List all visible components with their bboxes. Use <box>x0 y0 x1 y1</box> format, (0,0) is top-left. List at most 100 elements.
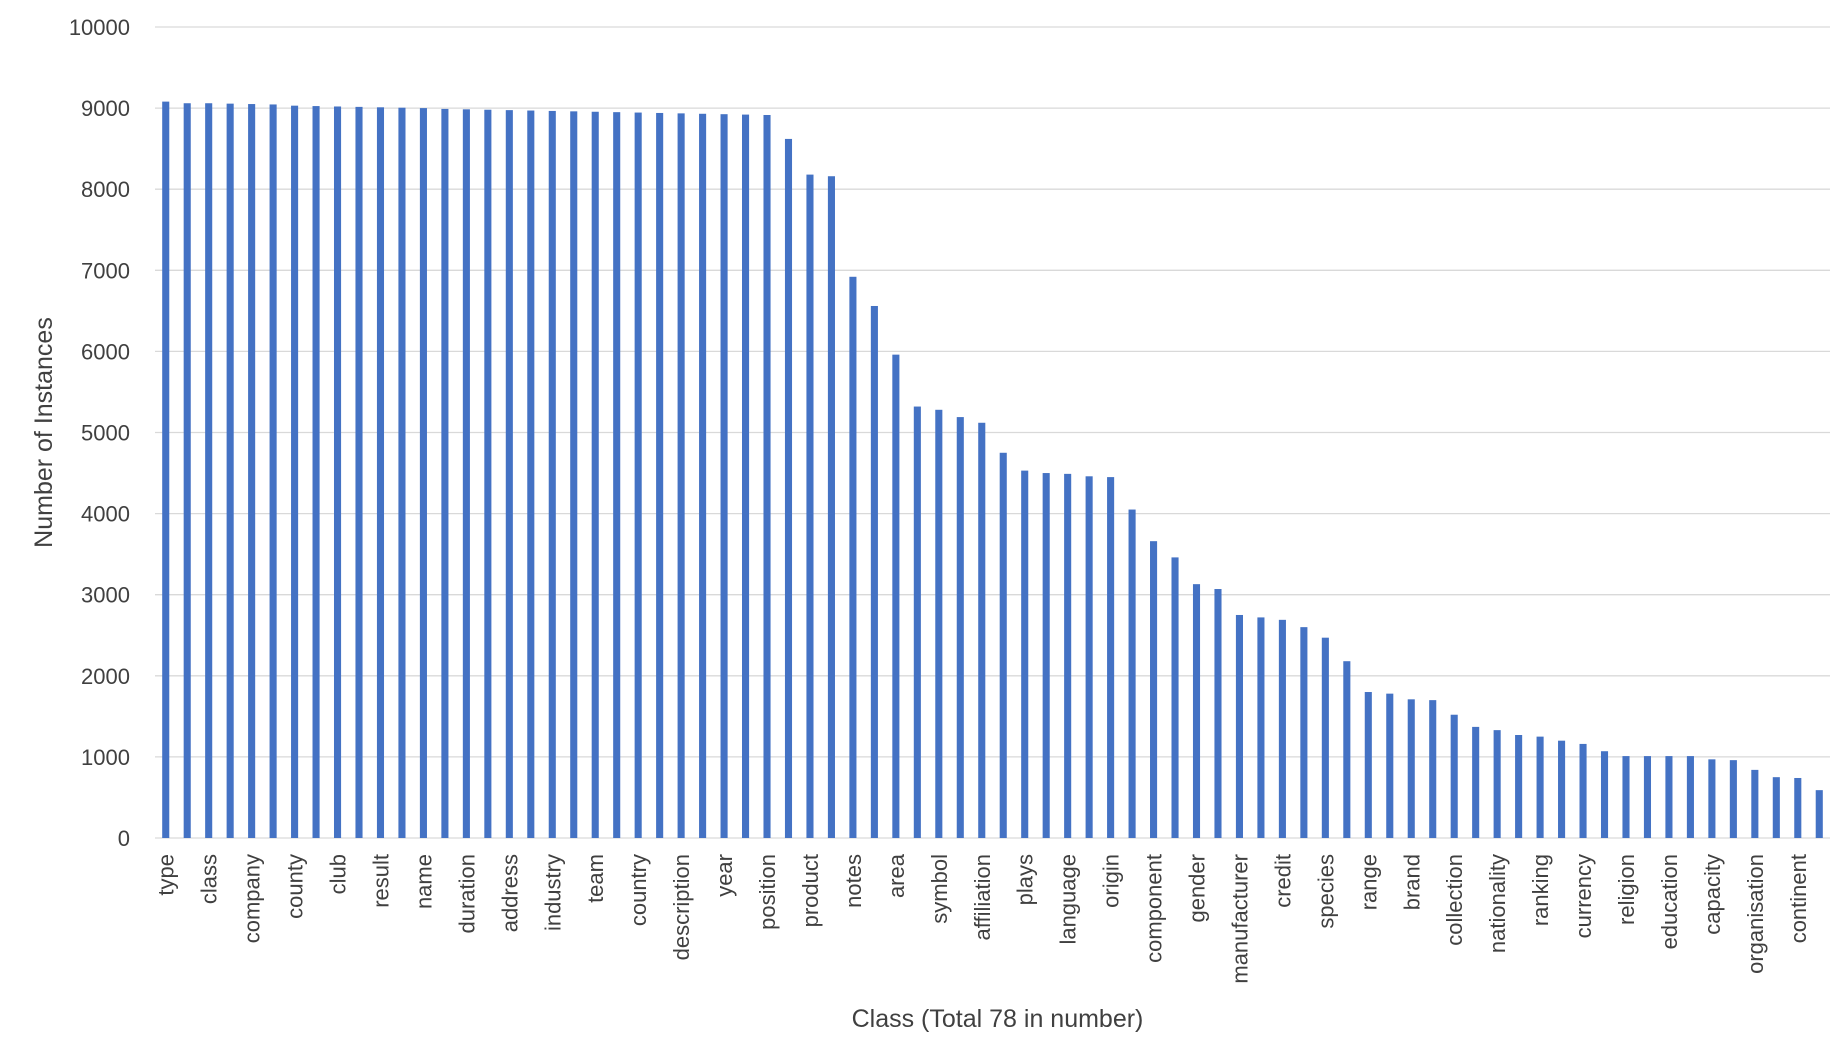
x-tick-label: plays <box>1013 854 1038 905</box>
x-tick-label: team <box>583 854 608 903</box>
bar <box>1450 714 1458 838</box>
bar <box>1085 476 1093 838</box>
bar <box>1235 614 1243 838</box>
bar <box>870 305 878 838</box>
bar <box>1429 700 1437 838</box>
x-tick-label: year <box>712 854 737 897</box>
bar <box>1579 743 1587 838</box>
bar <box>1407 699 1415 838</box>
bar <box>999 452 1007 838</box>
x-tick-label: religion <box>1614 854 1639 925</box>
x-tick-label: continent <box>1786 854 1811 943</box>
y-tick-labels: 0 1000 2000 3000 4000 5000 6000 7000 8000 9000 100… <box>69 15 130 851</box>
bar <box>1794 777 1802 838</box>
x-tick-label: affiliation <box>970 854 995 940</box>
bar <box>978 422 986 838</box>
bar <box>1751 769 1759 838</box>
bar <box>441 108 449 838</box>
x-tick-label: component <box>1142 854 1167 963</box>
x-tick-label: gender <box>1185 854 1210 923</box>
bar <box>462 109 470 838</box>
y-axis-title: Number of Instances <box>30 317 58 548</box>
bar <box>312 106 320 838</box>
bars <box>162 101 1823 839</box>
x-tick-label: club <box>326 854 351 894</box>
bar <box>656 112 664 838</box>
y-tick-label: 4000 <box>81 502 130 527</box>
x-tick-label: country <box>626 854 651 926</box>
bar <box>570 111 578 839</box>
x-tick-label: collection <box>1442 854 1467 946</box>
bar <box>720 114 728 839</box>
bar <box>205 103 213 838</box>
x-tick-label: result <box>368 854 393 908</box>
bar <box>827 176 835 838</box>
x-tick-labels: type class company county club result name dura… <box>154 853 1811 983</box>
y-tick-label: 2000 <box>81 664 130 689</box>
x-tick-label: industry <box>540 854 565 931</box>
y-tick-label: 9000 <box>81 96 130 121</box>
bar <box>1150 541 1158 838</box>
bar <box>1343 661 1351 838</box>
x-tick-label: range <box>1356 854 1381 910</box>
bar <box>1192 584 1201 838</box>
bar <box>484 109 492 839</box>
bar <box>1536 736 1544 838</box>
bar <box>1665 756 1673 838</box>
x-tick-label: organisation <box>1743 854 1768 974</box>
bar <box>1364 692 1372 838</box>
x-tick-label: type <box>154 854 179 896</box>
bar <box>913 406 921 838</box>
bar <box>1493 730 1501 838</box>
bar <box>1622 756 1630 838</box>
bar <box>742 114 750 838</box>
bar <box>1321 637 1329 838</box>
x-tick-label: origin <box>1099 854 1124 908</box>
bar <box>677 113 685 838</box>
bar <box>956 417 964 838</box>
bar <box>248 104 256 839</box>
bar <box>333 106 342 838</box>
bar <box>1815 790 1823 838</box>
x-tick-label: notes <box>841 854 866 908</box>
x-tick-label: currency <box>1571 854 1596 938</box>
x-axis-title: Class (Total 78 in number) <box>852 1005 1144 1033</box>
bar <box>1064 473 1072 838</box>
y-tick-label: 3000 <box>81 583 130 608</box>
bar <box>763 114 771 838</box>
bar <box>1558 740 1566 838</box>
bar <box>699 113 707 839</box>
x-tick-label: duration <box>454 854 479 934</box>
bar <box>591 111 599 838</box>
bar <box>1300 627 1308 838</box>
bar <box>1128 509 1136 838</box>
x-tick-label: nationality <box>1485 854 1510 953</box>
x-tick-label: symbol <box>927 854 952 924</box>
bar <box>935 409 943 838</box>
bar <box>376 107 385 838</box>
bar <box>1171 557 1179 838</box>
y-tick-label: 0 <box>118 826 130 851</box>
x-tick-label: manufacturer <box>1227 854 1252 984</box>
gridlines <box>155 26 1830 839</box>
y-tick-label: 5000 <box>81 421 130 446</box>
x-tick-label: capacity <box>1700 854 1725 935</box>
bar <box>1107 477 1115 838</box>
bar <box>1214 589 1222 838</box>
x-tick-label: class <box>197 854 222 904</box>
bar <box>892 354 900 838</box>
bar <box>183 103 191 838</box>
bar <box>1708 759 1716 838</box>
bar <box>784 138 793 839</box>
x-tick-label: address <box>497 854 522 932</box>
y-tick-label: 6000 <box>81 339 130 364</box>
bar <box>505 110 513 838</box>
bar <box>226 103 234 838</box>
x-tick-label: name <box>411 854 436 909</box>
bar <box>1772 777 1780 838</box>
bar <box>1278 619 1286 838</box>
bar <box>1515 735 1523 838</box>
bar <box>1257 617 1265 838</box>
bar <box>1729 760 1737 838</box>
